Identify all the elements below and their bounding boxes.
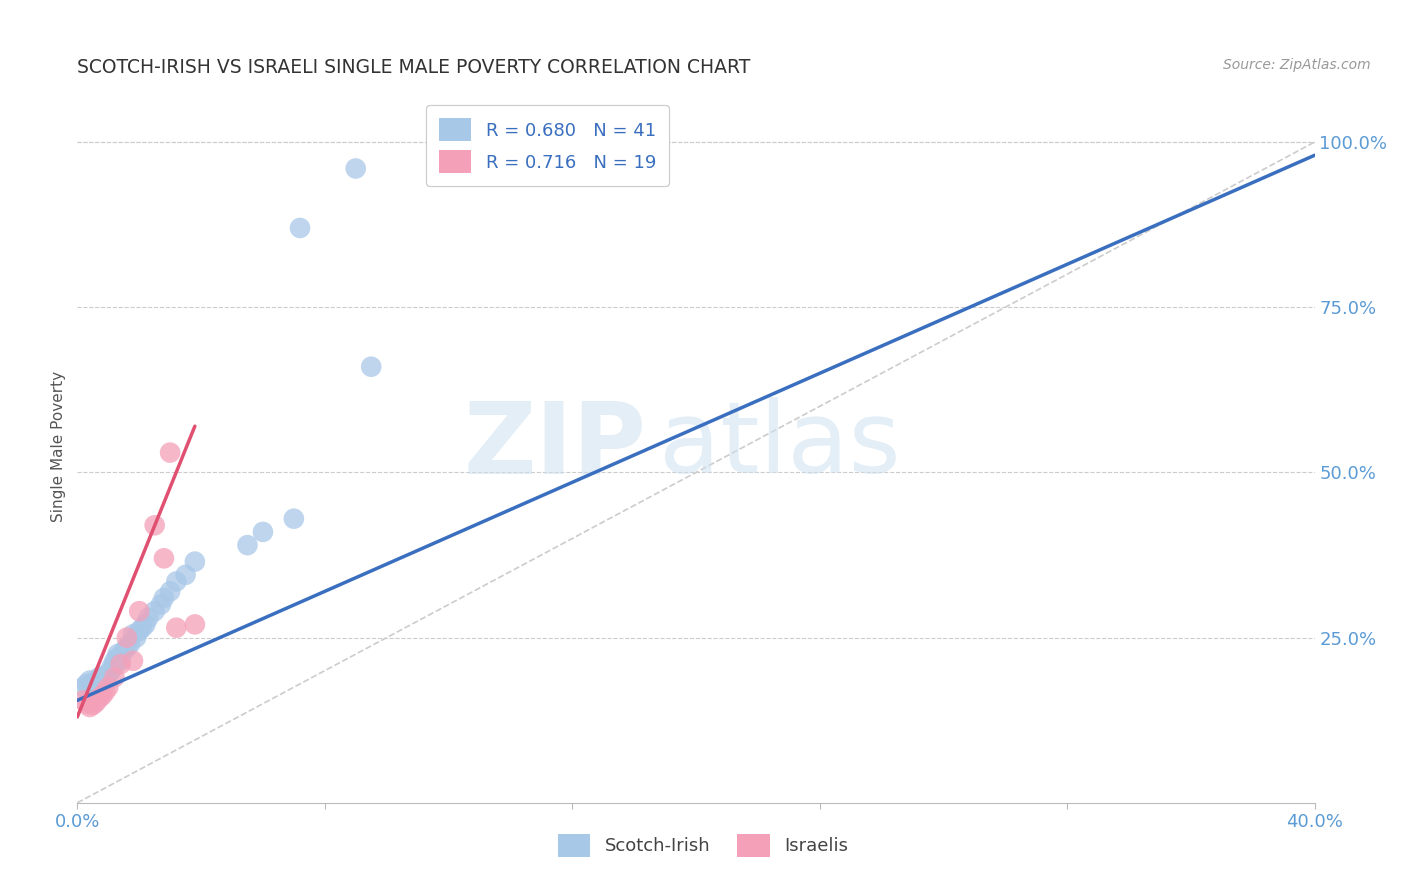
Point bbox=[122, 627, 145, 641]
Point bbox=[138, 611, 160, 625]
Point bbox=[344, 161, 367, 176]
Point bbox=[107, 647, 129, 661]
Point bbox=[79, 700, 101, 714]
Point bbox=[143, 604, 166, 618]
Point bbox=[115, 631, 138, 645]
Point bbox=[252, 524, 274, 539]
Point bbox=[94, 685, 117, 699]
Point bbox=[184, 617, 207, 632]
Legend: R = 0.680   N = 41, R = 0.716   N = 19: R = 0.680 N = 41, R = 0.716 N = 19 bbox=[426, 105, 669, 186]
Point bbox=[165, 574, 187, 589]
Point bbox=[79, 673, 101, 688]
Point bbox=[153, 551, 176, 566]
Point bbox=[360, 359, 382, 374]
Point bbox=[91, 689, 114, 703]
Point bbox=[236, 538, 259, 552]
Point bbox=[174, 567, 197, 582]
Point bbox=[87, 674, 110, 689]
Point bbox=[72, 680, 94, 694]
Y-axis label: Single Male Poverty: Single Male Poverty bbox=[51, 370, 66, 522]
Text: ZIP: ZIP bbox=[464, 398, 647, 494]
Point bbox=[94, 673, 117, 688]
Point bbox=[76, 697, 98, 711]
Legend: Scotch-Irish, Israelis: Scotch-Irish, Israelis bbox=[546, 822, 860, 870]
Point bbox=[128, 624, 150, 638]
Point bbox=[91, 669, 114, 683]
Point bbox=[125, 631, 148, 645]
Point bbox=[110, 657, 132, 671]
Point bbox=[103, 654, 125, 668]
Point bbox=[283, 511, 305, 525]
Point bbox=[107, 650, 129, 665]
Point bbox=[110, 654, 132, 668]
Point bbox=[184, 555, 207, 569]
Point bbox=[153, 591, 176, 605]
Point bbox=[143, 518, 166, 533]
Point bbox=[112, 644, 135, 658]
Point bbox=[131, 621, 153, 635]
Point bbox=[134, 617, 156, 632]
Point bbox=[72, 693, 94, 707]
Point bbox=[118, 637, 141, 651]
Text: Source: ZipAtlas.com: Source: ZipAtlas.com bbox=[1223, 58, 1371, 72]
Point bbox=[103, 657, 125, 671]
Point bbox=[128, 604, 150, 618]
Point bbox=[100, 660, 122, 674]
Text: SCOTCH-IRISH VS ISRAELI SINGLE MALE POVERTY CORRELATION CHART: SCOTCH-IRISH VS ISRAELI SINGLE MALE POVE… bbox=[77, 58, 751, 77]
Point bbox=[159, 445, 181, 459]
Point bbox=[122, 654, 145, 668]
Point bbox=[91, 672, 114, 686]
Point bbox=[100, 664, 122, 678]
Point bbox=[165, 621, 187, 635]
Point bbox=[76, 677, 98, 691]
Point bbox=[87, 670, 110, 684]
Point bbox=[84, 695, 107, 709]
Point bbox=[115, 640, 138, 655]
Point bbox=[82, 675, 104, 690]
Point bbox=[149, 598, 172, 612]
Point bbox=[97, 667, 120, 681]
Point bbox=[84, 680, 107, 694]
Point bbox=[82, 678, 104, 692]
Point bbox=[87, 691, 110, 706]
Point bbox=[103, 670, 125, 684]
Point bbox=[159, 584, 181, 599]
Point bbox=[97, 680, 120, 694]
Text: atlas: atlas bbox=[659, 398, 900, 494]
Point bbox=[288, 221, 311, 235]
Point bbox=[82, 698, 104, 712]
